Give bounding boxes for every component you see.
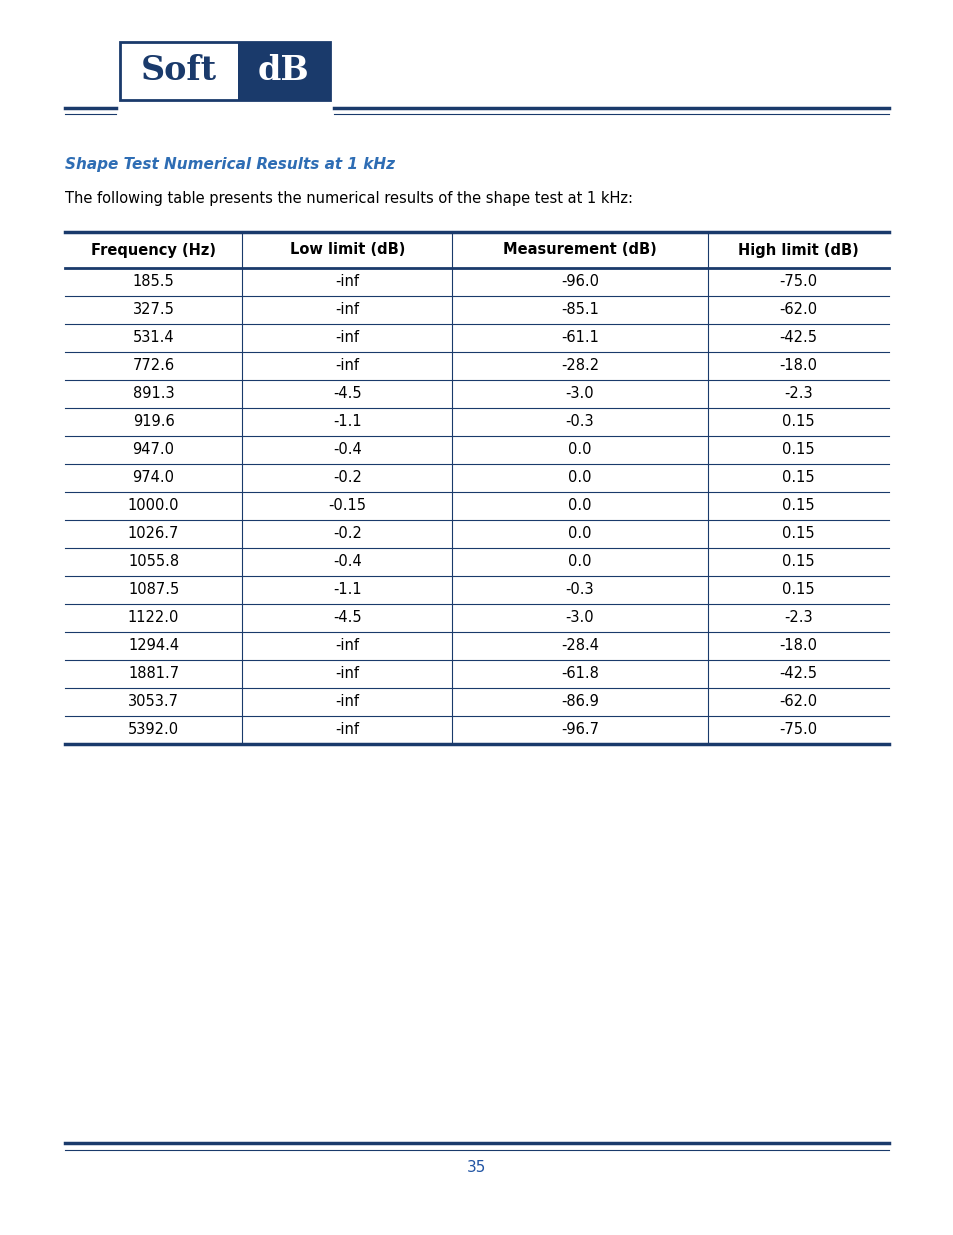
- Text: 947.0: 947.0: [132, 442, 174, 457]
- Text: -inf: -inf: [335, 667, 359, 682]
- Text: 0.15: 0.15: [781, 471, 814, 485]
- Text: -0.3: -0.3: [565, 583, 594, 598]
- Text: High limit (dB): High limit (dB): [738, 242, 858, 258]
- Text: 0.0: 0.0: [568, 526, 591, 541]
- Text: -0.4: -0.4: [333, 442, 361, 457]
- Bar: [120, 42, 330, 100]
- Text: -61.1: -61.1: [560, 331, 598, 346]
- Text: 5392.0: 5392.0: [128, 722, 179, 737]
- Text: 0.15: 0.15: [781, 415, 814, 430]
- Text: -inf: -inf: [335, 303, 359, 317]
- Text: 974.0: 974.0: [132, 471, 174, 485]
- Text: Low limit (dB): Low limit (dB): [289, 242, 404, 258]
- Text: -75.0: -75.0: [779, 274, 817, 289]
- Text: -42.5: -42.5: [779, 331, 817, 346]
- Bar: [237, 42, 330, 100]
- Text: 0.0: 0.0: [568, 442, 591, 457]
- Text: 0.0: 0.0: [568, 555, 591, 569]
- Text: -28.4: -28.4: [560, 638, 598, 653]
- Text: -0.3: -0.3: [565, 415, 594, 430]
- Text: 1294.4: 1294.4: [128, 638, 179, 653]
- Text: 35: 35: [467, 1161, 486, 1176]
- Text: 3053.7: 3053.7: [128, 694, 179, 709]
- Text: -42.5: -42.5: [779, 667, 817, 682]
- Text: -4.5: -4.5: [333, 387, 361, 401]
- Text: -1.1: -1.1: [333, 415, 361, 430]
- Text: 1122.0: 1122.0: [128, 610, 179, 625]
- Text: Soft: Soft: [141, 54, 216, 88]
- Text: -62.0: -62.0: [779, 694, 817, 709]
- Text: 0.15: 0.15: [781, 555, 814, 569]
- Text: 1000.0: 1000.0: [128, 499, 179, 514]
- Text: 531.4: 531.4: [132, 331, 174, 346]
- Text: 772.6: 772.6: [132, 358, 174, 373]
- Text: -3.0: -3.0: [565, 387, 594, 401]
- Text: -inf: -inf: [335, 722, 359, 737]
- Text: -75.0: -75.0: [779, 722, 817, 737]
- Text: -28.2: -28.2: [560, 358, 598, 373]
- Text: Frequency (Hz): Frequency (Hz): [91, 242, 215, 258]
- Text: 0.15: 0.15: [781, 583, 814, 598]
- Text: dB: dB: [257, 54, 310, 88]
- Text: 327.5: 327.5: [132, 303, 174, 317]
- Text: -inf: -inf: [335, 331, 359, 346]
- Text: -62.0: -62.0: [779, 303, 817, 317]
- Text: -18.0: -18.0: [779, 638, 817, 653]
- Text: 0.15: 0.15: [781, 442, 814, 457]
- Text: 185.5: 185.5: [132, 274, 174, 289]
- Text: -96.0: -96.0: [560, 274, 598, 289]
- Text: 891.3: 891.3: [132, 387, 174, 401]
- Text: Shape Test Numerical Results at 1 kHz: Shape Test Numerical Results at 1 kHz: [65, 158, 395, 173]
- Text: 1881.7: 1881.7: [128, 667, 179, 682]
- Text: -2.3: -2.3: [783, 387, 812, 401]
- Text: 0.15: 0.15: [781, 526, 814, 541]
- Text: 1087.5: 1087.5: [128, 583, 179, 598]
- Text: -18.0: -18.0: [779, 358, 817, 373]
- Text: -0.4: -0.4: [333, 555, 361, 569]
- Text: -0.15: -0.15: [328, 499, 366, 514]
- Text: 0.0: 0.0: [568, 499, 591, 514]
- Text: -85.1: -85.1: [560, 303, 598, 317]
- Text: -0.2: -0.2: [333, 526, 361, 541]
- Text: -86.9: -86.9: [560, 694, 598, 709]
- Text: 1026.7: 1026.7: [128, 526, 179, 541]
- Text: 0.15: 0.15: [781, 499, 814, 514]
- Text: -3.0: -3.0: [565, 610, 594, 625]
- Text: -61.8: -61.8: [560, 667, 598, 682]
- Text: -0.2: -0.2: [333, 471, 361, 485]
- Text: -96.7: -96.7: [560, 722, 598, 737]
- Text: -2.3: -2.3: [783, 610, 812, 625]
- Text: -inf: -inf: [335, 358, 359, 373]
- Text: 0.0: 0.0: [568, 471, 591, 485]
- Text: Measurement (dB): Measurement (dB): [502, 242, 657, 258]
- Text: -inf: -inf: [335, 274, 359, 289]
- Text: -1.1: -1.1: [333, 583, 361, 598]
- Text: -4.5: -4.5: [333, 610, 361, 625]
- Text: -inf: -inf: [335, 638, 359, 653]
- Text: 919.6: 919.6: [132, 415, 174, 430]
- Text: -inf: -inf: [335, 694, 359, 709]
- Text: 1055.8: 1055.8: [128, 555, 179, 569]
- Text: The following table presents the numerical results of the shape test at 1 kHz:: The following table presents the numeric…: [65, 190, 633, 205]
